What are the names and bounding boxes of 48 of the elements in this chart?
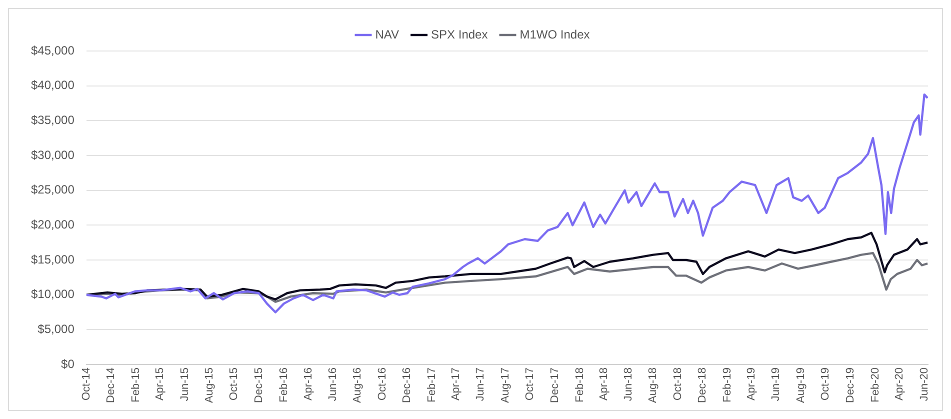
legend-label: NAV (375, 27, 400, 42)
x-tick-label: Feb-19 (722, 368, 734, 402)
x-tick-label: Dec-14 (105, 368, 118, 403)
x-tick-label: Apr-16 (302, 368, 314, 401)
y-tick-label: $30,000 (30, 148, 75, 162)
x-tick-label: Dec-18 (696, 368, 709, 403)
x-tick-label: Oct-18 (672, 368, 684, 401)
x-tick-label: Aug-17 (499, 368, 512, 404)
x-tick-label: Feb-16 (278, 368, 290, 402)
x-tick-label: Dec-17 (548, 368, 561, 403)
x-tick-label: Dec-15 (252, 368, 265, 403)
x-tick-label: Aug-18 (647, 368, 660, 404)
y-tick-label: $20,000 (30, 217, 75, 232)
x-tick-label: Apr-17 (450, 368, 462, 401)
x-tick-label: Dec-16 (401, 368, 414, 403)
legend-label: M1WO Index (520, 27, 590, 42)
y-tick-label: $45,000 (30, 43, 75, 58)
x-tick-label: Feb-20 (869, 368, 882, 402)
y-tick-label: $40,000 (30, 78, 75, 92)
y-tick-label: $10,000 (30, 287, 75, 302)
x-tick-label: Oct-19 (820, 368, 832, 401)
x-tick-label: Apr-15 (154, 368, 166, 401)
legend-label: SPX Index (431, 27, 488, 42)
x-tick-label: Dec-19 (844, 368, 856, 403)
x-tick-label: Apr-20 (894, 368, 906, 401)
y-tick-label: $35,000 (30, 112, 75, 127)
x-tick-label: Aug-15 (203, 368, 216, 404)
x-tick-label: Feb-17 (426, 368, 438, 402)
x-tick-label: Oct-17 (524, 368, 536, 401)
x-tick-label: Jun-20 (918, 368, 930, 402)
x-tick-label: Feb-18 (574, 368, 586, 402)
x-tick-label: Oct-16 (376, 368, 388, 401)
x-tick-label: Jun-17 (474, 368, 487, 402)
y-tick-label: $5,000 (38, 322, 75, 336)
x-tick-label: Aug-19 (794, 368, 807, 404)
y-tick-label: $0 (61, 356, 75, 371)
y-tick-label: $25,000 (30, 182, 75, 197)
x-tick-label: Oct-14 (80, 368, 92, 401)
x-tick-label: Jun-18 (622, 368, 634, 402)
x-tick-label: Apr-19 (746, 368, 758, 401)
x-tick-label: Oct-15 (228, 368, 240, 401)
x-tick-label: Apr-18 (598, 368, 610, 401)
x-tick-label: Aug-16 (352, 368, 364, 404)
x-tick-label: Feb-15 (130, 368, 142, 402)
y-tick-label: $15,000 (30, 252, 75, 266)
x-tick-label: Jun-15 (178, 368, 191, 402)
x-tick-label: Jun-19 (770, 368, 782, 402)
x-tick-label: Jun-16 (326, 368, 339, 402)
